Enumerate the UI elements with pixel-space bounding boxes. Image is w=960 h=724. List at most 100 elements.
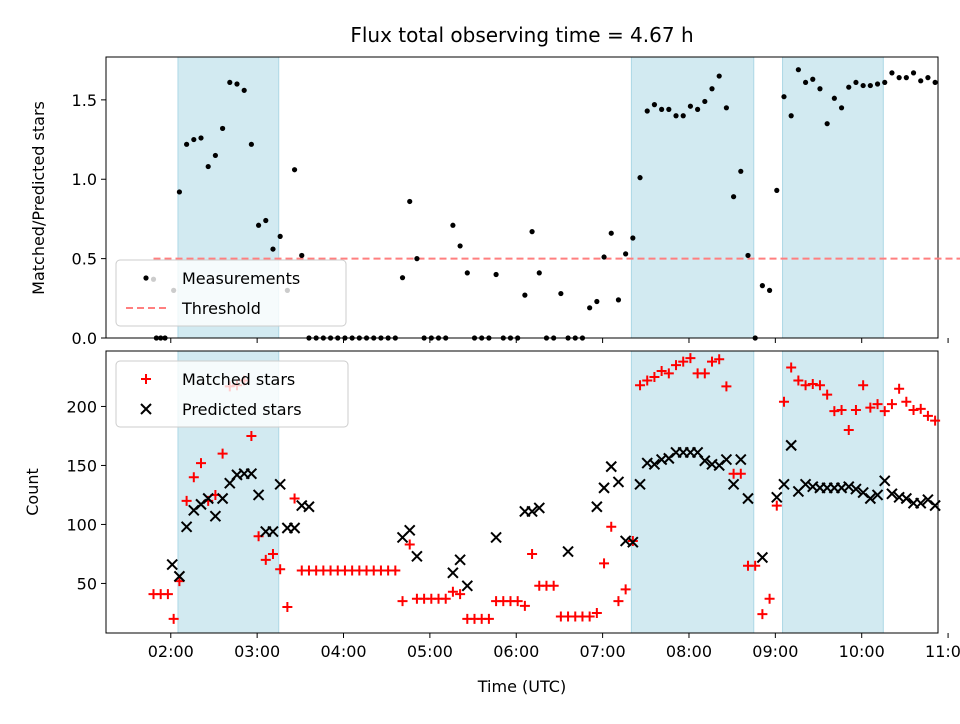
data-point xyxy=(766,287,773,293)
data-point xyxy=(241,87,247,93)
y-tick-label: 1.0 xyxy=(72,170,97,189)
data-point xyxy=(615,297,622,303)
data-point xyxy=(536,270,542,276)
data-point xyxy=(648,458,661,470)
data-point xyxy=(543,335,550,341)
data-point xyxy=(879,475,891,487)
data-point xyxy=(562,545,574,558)
data-point xyxy=(184,141,190,147)
data-point xyxy=(843,425,854,436)
x-tick-label: 05:00 xyxy=(407,642,453,661)
data-point xyxy=(248,141,254,147)
data-point xyxy=(275,564,286,575)
data-point xyxy=(447,567,459,579)
data-point xyxy=(512,596,523,607)
data-point xyxy=(795,67,801,73)
data-point xyxy=(198,135,204,141)
data-point xyxy=(447,586,458,597)
data-point xyxy=(858,380,869,391)
data-point xyxy=(850,483,862,495)
data-point xyxy=(252,489,265,501)
data-point xyxy=(867,82,873,89)
data-point xyxy=(363,335,370,341)
data-point xyxy=(918,78,924,84)
data-point xyxy=(759,283,765,289)
data-point xyxy=(217,448,228,459)
data-point xyxy=(680,113,686,119)
data-point xyxy=(666,106,672,112)
x-tick-label: 02:00 xyxy=(148,642,194,661)
data-point xyxy=(879,406,890,417)
legend-marker-measurement xyxy=(143,275,149,281)
data-point xyxy=(404,539,415,550)
x-tick-label: 03:00 xyxy=(234,642,280,661)
data-point xyxy=(153,335,159,341)
data-point xyxy=(162,589,173,600)
data-point xyxy=(757,609,768,620)
panel-ratio-ylabel: Matched/Predicted stars xyxy=(29,101,48,295)
data-point xyxy=(454,554,466,566)
data-point xyxy=(651,102,658,108)
data-point xyxy=(831,95,837,101)
data-point xyxy=(824,121,830,127)
data-point xyxy=(886,399,897,410)
data-point xyxy=(188,472,199,483)
data-point xyxy=(166,558,178,571)
data-point xyxy=(606,521,617,532)
data-point xyxy=(205,163,211,170)
x-tick-label: 10:00 xyxy=(839,642,885,661)
data-point xyxy=(678,356,689,367)
data-point xyxy=(853,79,859,86)
data-point xyxy=(443,335,449,341)
data-point xyxy=(212,152,218,159)
data-point xyxy=(802,79,809,86)
data-point xyxy=(730,194,737,200)
data-point xyxy=(591,501,603,513)
data-point xyxy=(922,410,933,421)
data-point xyxy=(162,335,168,341)
panel-count: Count 50 100 150 200 Matched stars Predicted … xyxy=(23,350,941,634)
data-point xyxy=(871,489,884,501)
data-point xyxy=(598,482,610,494)
y-tick-label: 150 xyxy=(66,456,97,475)
y-tick-label: 0.0 xyxy=(72,329,97,348)
data-point xyxy=(274,478,286,491)
data-point xyxy=(455,589,466,600)
data-point xyxy=(659,106,665,112)
data-point xyxy=(551,335,557,341)
data-point xyxy=(786,362,797,373)
data-point xyxy=(929,499,941,512)
legend-marker-predicted xyxy=(140,403,152,415)
data-point xyxy=(635,380,646,391)
data-point xyxy=(421,335,427,341)
legend-box xyxy=(115,259,347,327)
data-point xyxy=(702,98,708,105)
x-axis-label: Time (UTC) xyxy=(477,677,566,696)
data-point xyxy=(168,613,179,624)
data-point xyxy=(399,275,406,281)
data-point xyxy=(872,399,883,410)
data-point xyxy=(865,402,876,413)
panel-count-ylabel: Count xyxy=(23,468,42,516)
data-point xyxy=(781,94,787,100)
data-point xyxy=(634,478,646,491)
legend-label: Predicted stars xyxy=(182,400,302,419)
data-point xyxy=(750,560,761,571)
data-point xyxy=(738,168,744,174)
data-point xyxy=(900,492,913,505)
x-tick-label: 11:00 xyxy=(925,642,960,661)
data-point xyxy=(479,335,485,341)
data-point xyxy=(896,75,902,81)
data-point xyxy=(404,524,416,537)
data-point xyxy=(356,335,362,341)
data-point xyxy=(709,86,715,92)
data-point xyxy=(850,404,861,415)
panel-ratio-frame xyxy=(105,56,939,339)
data-point xyxy=(260,554,271,565)
data-point xyxy=(774,187,780,193)
data-point xyxy=(594,298,600,305)
data-point xyxy=(313,335,319,341)
data-point xyxy=(838,105,845,111)
y-tick-label: 1.5 xyxy=(72,91,97,110)
